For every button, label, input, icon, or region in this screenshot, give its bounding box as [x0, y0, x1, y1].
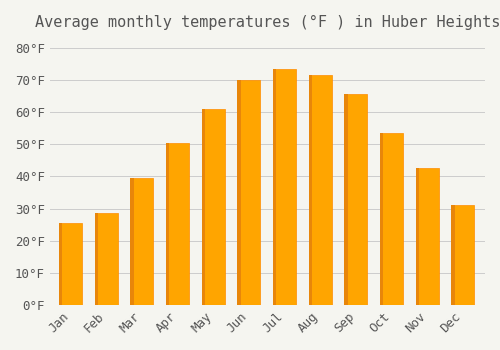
Bar [166, 143, 169, 305]
Bar [273, 69, 276, 305]
Bar [416, 168, 419, 305]
Title: Average monthly temperatures (°F ) in Huber Heights: Average monthly temperatures (°F ) in Hu… [34, 15, 500, 30]
Bar [239, 80, 260, 305]
Bar [130, 178, 134, 305]
Bar [132, 178, 154, 305]
Bar [382, 133, 403, 305]
Bar [380, 133, 383, 305]
Bar [238, 80, 240, 305]
Bar [344, 94, 348, 305]
Bar [452, 205, 454, 305]
Bar [417, 168, 438, 305]
Bar [60, 223, 82, 305]
Bar [94, 214, 98, 305]
Bar [453, 205, 474, 305]
Bar [202, 109, 205, 305]
Bar [96, 214, 118, 305]
Bar [168, 143, 189, 305]
Bar [310, 75, 332, 305]
Bar [59, 223, 62, 305]
Bar [308, 75, 312, 305]
Bar [346, 94, 368, 305]
Bar [274, 69, 296, 305]
Bar [203, 109, 224, 305]
